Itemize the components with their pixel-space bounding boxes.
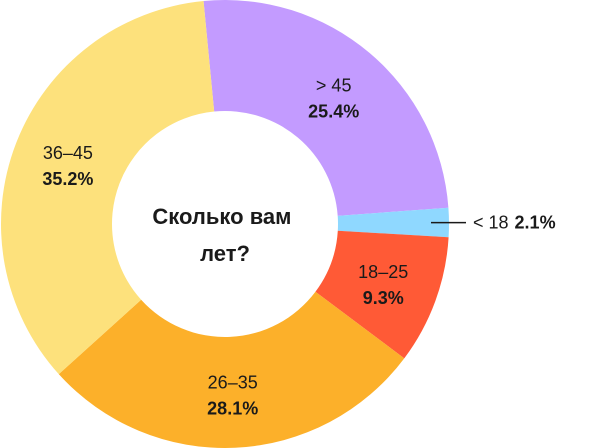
pie-slice-lt18 bbox=[337, 207, 449, 238]
labels-layer: > 45 25.4% < 18 2.1% 18–25 9.3% 26–35 28.1% 36–4… bbox=[42, 75, 555, 418]
pie-slice-36-45 bbox=[0, 1, 215, 375]
slice-value-lt18: 2.1% bbox=[515, 213, 556, 233]
slice-label-36-45: 36–45 bbox=[43, 143, 93, 163]
chart-title-line-1: Сколько вам bbox=[152, 204, 291, 229]
slice-label-group-lt18: < 18 2.1% bbox=[473, 213, 556, 233]
slices-layer bbox=[0, 0, 449, 448]
slice-value-18-25: 9.3% bbox=[363, 288, 404, 308]
slice-value-26-35: 28.1% bbox=[207, 398, 258, 418]
slice-label-lt18: < 18 bbox=[473, 213, 509, 233]
slice-label-gt45: > 45 bbox=[316, 75, 352, 95]
pie-slice-26-35 bbox=[58, 291, 405, 448]
slice-label-18-25: 18–25 bbox=[358, 262, 408, 282]
slice-value-gt45: 25.4% bbox=[308, 101, 359, 121]
chart-title: Сколько вам лет? bbox=[152, 204, 297, 266]
pie-slice-gt45 bbox=[203, 0, 449, 216]
slice-value-36-45: 35.2% bbox=[42, 169, 93, 189]
pie-slice-18-25 bbox=[315, 230, 449, 359]
slice-label-26-35: 26–35 bbox=[208, 372, 258, 392]
chart-title-line-2: лет? bbox=[200, 241, 250, 266]
